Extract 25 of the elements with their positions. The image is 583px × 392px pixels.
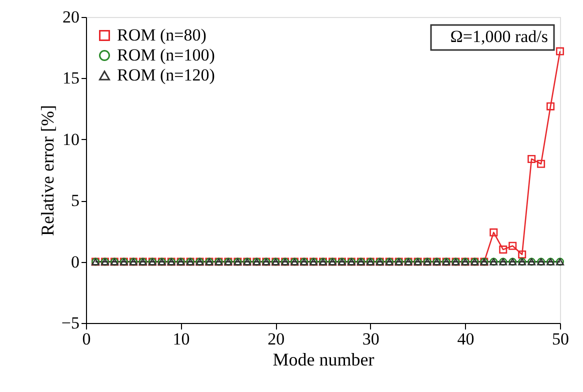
point xyxy=(537,160,546,168)
point xyxy=(490,228,498,236)
x-tick-label: 20 xyxy=(268,330,285,348)
y-tick-label: 5 xyxy=(71,191,80,210)
annotation: Ω=1,000 rad/s xyxy=(450,27,548,46)
y-tick-label: 20 xyxy=(62,8,80,26)
y-tick-label: 10 xyxy=(62,130,80,149)
x-tick-label: 40 xyxy=(457,330,474,348)
legend-label: ROM (n=80) xyxy=(117,26,206,44)
y-tick-label: 15 xyxy=(62,68,80,88)
x-tick-label: 10 xyxy=(172,330,190,348)
point xyxy=(518,250,526,258)
x-tick-label: 50 xyxy=(552,330,569,348)
point xyxy=(528,154,536,163)
x-tick-label: 30 xyxy=(362,330,380,348)
y-tick-label: −5 xyxy=(61,314,80,332)
point xyxy=(499,246,508,254)
x-axis-title: Mode number xyxy=(272,350,374,370)
y-tick-label: 0 xyxy=(71,252,80,272)
legend-label: ROM (n=120) xyxy=(117,66,215,84)
y-axis-title: Relative error [%] xyxy=(37,105,58,236)
legend-label: ROM (n=100) xyxy=(117,46,215,64)
point xyxy=(546,102,555,110)
point xyxy=(508,242,517,250)
point xyxy=(556,47,564,56)
